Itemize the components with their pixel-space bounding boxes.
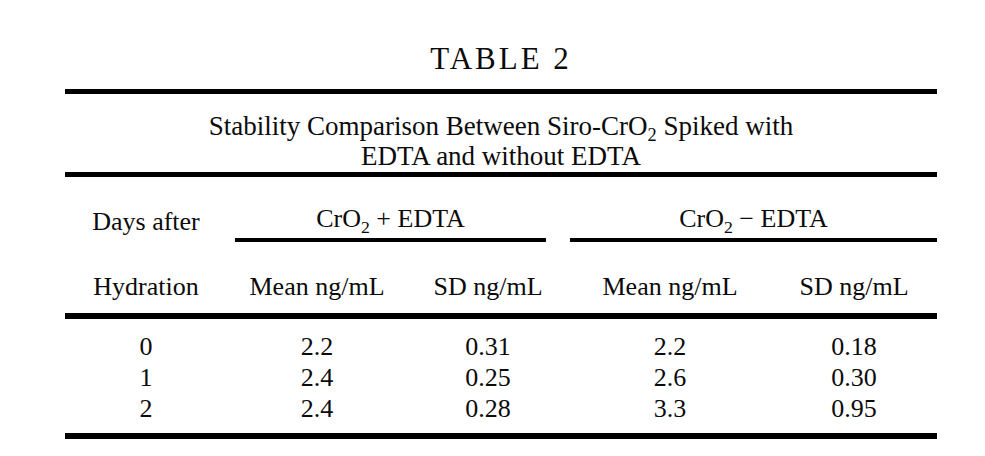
table-row: 1 2.4 0.25 2.6 0.30 [65,362,937,393]
cell-without-edta-sd: 0.95 [771,393,937,424]
cell-with-edta-mean: 2.4 [227,393,407,424]
col-header-mean-without-edta: Mean ng/mL [569,273,771,301]
subtitle-subscript: 2 [648,125,657,145]
table-subtitle: Stability Comparison Between Siro-CrO2 S… [65,111,937,171]
row-header-hydration: Hydration [65,273,227,301]
cell-with-edta-mean: 2.4 [227,362,407,393]
table-row: 0 2.2 0.31 2.2 0.18 [65,331,937,362]
table-body: 0 2.2 0.31 2.2 0.18 1 2.4 0.25 2.6 0.30 … [65,331,937,424]
subtitle-line-2: EDTA and without EDTA [65,141,937,171]
cell-day: 1 [65,362,227,393]
cell-with-edta-sd: 0.25 [407,362,569,393]
cell-with-edta-sd: 0.31 [407,331,569,362]
cell-with-edta-mean: 2.2 [227,331,407,362]
horizontal-rule-header [65,313,937,319]
group-underline-with-edta [235,238,546,242]
table-title: TABLE 2 [65,41,937,77]
column-header-row: Hydration Mean ng/mL SD ng/mL Mean ng/mL… [65,273,937,301]
horizontal-rule-bottom [65,433,937,439]
col-header-mean-with-edta: Mean ng/mL [227,273,407,301]
cell-with-edta-sd: 0.28 [407,393,569,424]
col-header-sd-without-edta: SD ng/mL [771,273,937,301]
table-row: 2 2.4 0.28 3.3 0.95 [65,393,937,424]
subtitle-line-1-text: Stability Comparison Between Siro-CrO [209,111,648,141]
col-group-with-edta: CrO2 + EDTA [235,205,546,233]
col-group-without-edta-subscript: 2 [724,217,733,237]
cell-without-edta-mean: 3.3 [569,393,771,424]
cell-without-edta-mean: 2.6 [569,362,771,393]
cell-day: 0 [65,331,227,362]
col-group-without-edta-prefix: CrO [679,204,724,233]
cell-without-edta-mean: 2.2 [569,331,771,362]
group-underline-without-edta [570,238,937,242]
col-group-with-edta-subscript: 2 [361,217,370,237]
cell-day: 2 [65,393,227,424]
cell-without-edta-sd: 0.18 [771,331,937,362]
col-group-without-edta: CrO2 − EDTA [570,205,937,233]
col-group-with-edta-prefix: CrO [316,204,361,233]
col-group-with-edta-suffix: + EDTA [370,204,465,233]
subtitle-line-1: Stability Comparison Between Siro-CrO2 S… [65,111,937,141]
col-header-sd-with-edta: SD ng/mL [407,273,569,301]
subtitle-line-1-suffix: Spiked with [657,111,794,141]
horizontal-rule-top [65,89,937,94]
document-page: TABLE 2 Stability Comparison Between Sir… [0,0,985,456]
cell-without-edta-sd: 0.30 [771,362,937,393]
horizontal-rule-subtitle [65,172,937,177]
col-group-without-edta-suffix: − EDTA [733,204,828,233]
row-header-days-after: Days after [65,208,227,236]
